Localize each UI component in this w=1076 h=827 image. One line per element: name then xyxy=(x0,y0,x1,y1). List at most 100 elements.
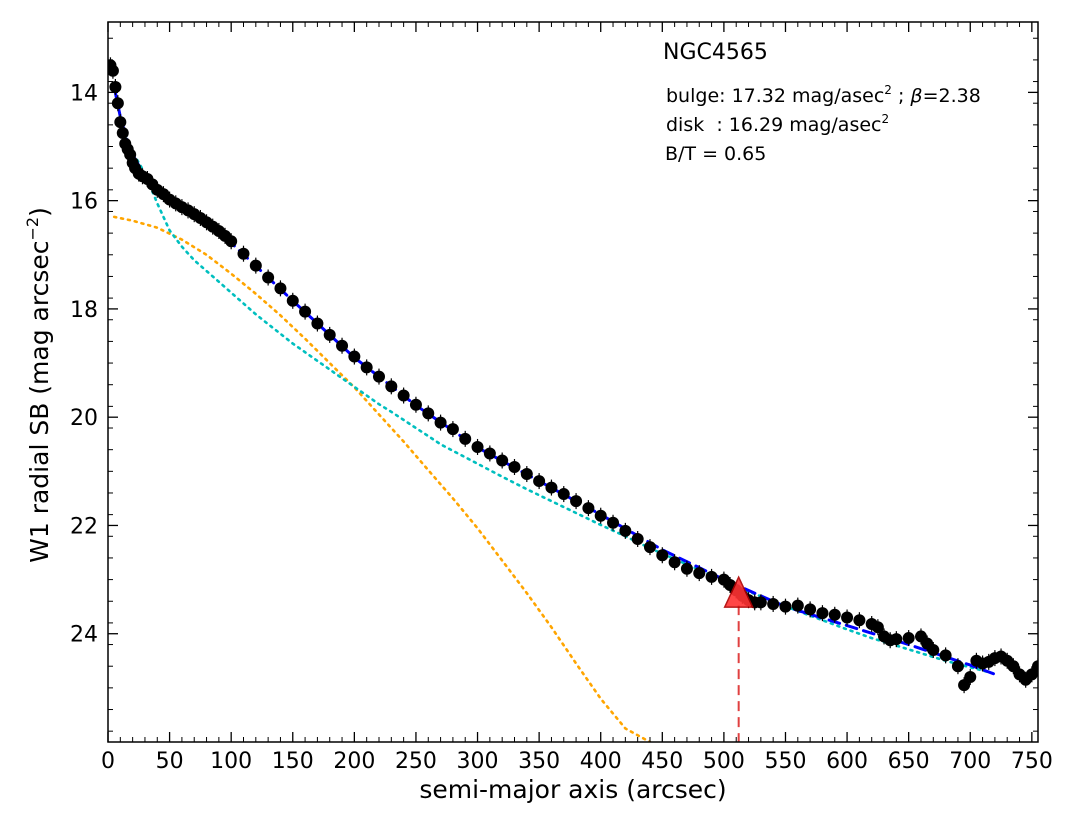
disk-model-line xyxy=(112,85,997,676)
bulge-model-line xyxy=(112,215,652,742)
x-tick-label: 650 xyxy=(888,749,930,774)
data-point xyxy=(816,607,829,620)
data-point xyxy=(668,556,681,569)
data-point xyxy=(299,305,312,318)
data-point xyxy=(767,597,780,610)
data-point xyxy=(754,596,767,609)
x-tick-label: 200 xyxy=(333,749,375,774)
x-axis-label: semi-major axis (arcsec) xyxy=(419,775,726,804)
x-tick-label: 700 xyxy=(949,749,991,774)
data-point xyxy=(286,294,299,307)
data-point xyxy=(791,599,804,612)
data-point xyxy=(828,608,841,621)
plot-frame xyxy=(107,21,1039,743)
data-point xyxy=(237,247,250,260)
data-point xyxy=(643,541,656,554)
x-tick-label: 250 xyxy=(395,749,437,774)
x-tick-label: 750 xyxy=(1011,749,1053,774)
x-tick-label: 150 xyxy=(272,749,314,774)
data-point xyxy=(890,633,903,646)
data-point xyxy=(958,679,971,692)
x-tick-label: 350 xyxy=(518,749,560,774)
data-point xyxy=(520,468,533,481)
data-point xyxy=(446,423,459,436)
data-point xyxy=(693,567,706,580)
data-point xyxy=(631,532,644,545)
data-point xyxy=(607,516,620,529)
data-point xyxy=(434,416,447,429)
y-tick-label: 18 xyxy=(70,298,98,323)
x-tick-label: 600 xyxy=(826,749,868,774)
data-point xyxy=(1007,660,1020,673)
data-point xyxy=(841,611,854,624)
y-tick-label: 20 xyxy=(70,406,98,431)
observed-points xyxy=(108,57,1038,694)
data-point xyxy=(533,475,546,488)
data-point xyxy=(116,126,129,139)
x-tick-label: 500 xyxy=(703,749,745,774)
data-point xyxy=(619,524,632,537)
total-model-line xyxy=(112,85,997,676)
data-point xyxy=(804,603,817,616)
data-point xyxy=(385,380,398,393)
data-point xyxy=(508,460,521,473)
data-point xyxy=(360,361,373,374)
x-tick-label: 100 xyxy=(210,749,252,774)
chart-title: NGC4565 xyxy=(663,40,768,65)
transition-marker xyxy=(723,575,754,742)
data-point xyxy=(545,481,558,494)
y-tick-label: 22 xyxy=(70,514,98,539)
axis-ticks: 0 50 100 150 200 250 300 350 400 450 500 550 600 650 7… xyxy=(70,22,1053,774)
data-point xyxy=(557,488,570,501)
x-tick-label: 400 xyxy=(580,749,622,774)
bt-annotation: B/T = 0.65 xyxy=(665,143,766,165)
data-point xyxy=(459,432,472,445)
data-point xyxy=(582,502,595,515)
data-point xyxy=(397,389,410,402)
data-point xyxy=(656,549,669,562)
data-point xyxy=(108,64,119,77)
data-point xyxy=(927,643,940,656)
data-point xyxy=(594,509,607,522)
data-point xyxy=(249,259,262,272)
data-point xyxy=(483,447,496,460)
model-curves xyxy=(112,85,997,742)
data-point xyxy=(964,671,977,684)
data-point xyxy=(225,235,238,248)
data-point xyxy=(939,649,952,662)
x-tick-label: 450 xyxy=(641,749,683,774)
data-point xyxy=(262,271,275,284)
y-tick-label: 14 xyxy=(70,81,98,106)
data-point xyxy=(471,440,484,453)
data-point xyxy=(680,562,693,575)
y-tick-label: 24 xyxy=(70,623,98,648)
marker-triangle xyxy=(723,575,754,608)
data-point xyxy=(496,454,509,467)
data-point xyxy=(336,339,349,352)
data-point xyxy=(1025,668,1038,681)
data-point xyxy=(323,328,336,341)
data-point xyxy=(951,660,964,673)
data-point xyxy=(705,570,718,583)
x-tick-label: 550 xyxy=(764,749,806,774)
data-point xyxy=(274,282,287,295)
y-axis-label: W1 radial SB (mag arcsec−2) xyxy=(23,207,54,563)
data-point xyxy=(348,350,361,363)
x-tick-label: 0 xyxy=(101,749,115,774)
data-point xyxy=(902,632,915,645)
data-point xyxy=(409,398,422,411)
data-point xyxy=(570,495,583,508)
data-point xyxy=(111,97,124,110)
data-point xyxy=(114,116,127,129)
data-point xyxy=(311,317,324,330)
data-point xyxy=(109,80,122,93)
disk-annotation: disk : 16.29 mag/asec2 xyxy=(666,112,889,136)
x-tick-label: 50 xyxy=(156,749,184,774)
data-point xyxy=(779,600,792,613)
data-point xyxy=(853,614,866,627)
data-point xyxy=(422,407,435,420)
bulge-annotation: bulge: 17.32 mag/asec2 ; β=2.38 xyxy=(666,83,981,107)
x-tick-label: 300 xyxy=(457,749,499,774)
data-point xyxy=(372,370,385,383)
